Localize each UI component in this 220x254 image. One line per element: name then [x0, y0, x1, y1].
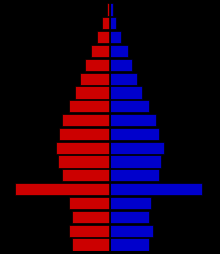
- Bar: [72, 211, 110, 223]
- Bar: [110, 155, 161, 168]
- Bar: [110, 128, 160, 140]
- Bar: [107, 3, 110, 15]
- Bar: [110, 3, 113, 15]
- Bar: [110, 225, 153, 237]
- Bar: [59, 128, 110, 140]
- Bar: [62, 114, 110, 126]
- Bar: [110, 72, 137, 85]
- Bar: [110, 183, 202, 195]
- Bar: [91, 45, 110, 57]
- Bar: [69, 100, 110, 112]
- Bar: [58, 155, 110, 168]
- Bar: [110, 45, 128, 57]
- Bar: [110, 59, 132, 71]
- Bar: [110, 142, 164, 154]
- Bar: [110, 197, 151, 209]
- Bar: [69, 197, 110, 209]
- Bar: [110, 211, 149, 223]
- Bar: [110, 239, 149, 251]
- Bar: [72, 239, 110, 251]
- Bar: [110, 86, 142, 99]
- Bar: [62, 169, 110, 182]
- Bar: [110, 31, 121, 43]
- Bar: [85, 59, 110, 71]
- Bar: [102, 17, 110, 29]
- Bar: [110, 17, 116, 29]
- Bar: [15, 183, 110, 195]
- Bar: [110, 114, 156, 126]
- Bar: [110, 169, 160, 182]
- Bar: [97, 31, 110, 43]
- Bar: [56, 142, 110, 154]
- Bar: [110, 100, 149, 112]
- Bar: [75, 86, 110, 99]
- Bar: [69, 225, 110, 237]
- Bar: [80, 72, 110, 85]
